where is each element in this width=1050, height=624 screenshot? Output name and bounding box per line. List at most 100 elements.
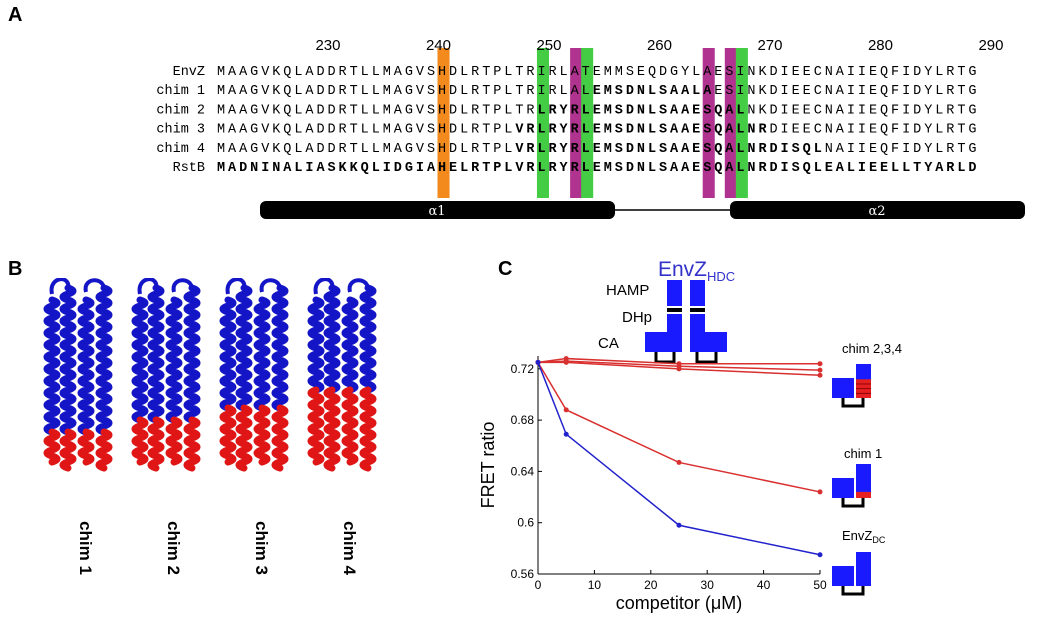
ruler-number: 250 [536,37,561,54]
helix-ribbon-red [131,416,149,466]
legend-chim1 [832,464,871,508]
helix-ribbon-red [95,428,113,472]
helix-ribbon-blue [43,296,61,436]
data-point [817,552,823,558]
linker-bracket [695,352,718,364]
helix-ribbon-blue [95,284,113,436]
structure-label: chim 4 [340,521,359,575]
x-tick-label: 40 [757,578,771,592]
sequence-alignment: 230 240 250 260 270 280 290 EnvZ M A A G V K Q L A D D R T L L… [156,37,1025,219]
highlight-column [437,48,450,198]
linker-bracket [841,586,865,596]
helix-alpha1-label: α1 [428,204,445,219]
dhp-domain [667,314,682,352]
ca-domain [832,478,854,498]
helix-ribbon-blue [219,296,237,412]
panel-label-a: A [8,4,23,26]
series-line-4 [537,362,821,493]
loop-top [347,278,371,295]
sequence-name: chim 3 [156,123,205,138]
helix-ribbon-red [271,404,289,472]
x-tick-label: 0 [535,578,542,592]
x-tick-label: 30 [701,578,715,592]
helix-ribbon-red [253,404,271,466]
structure-4: chim 4 [307,278,377,575]
y-tick-label: 0.72 [511,362,535,376]
sequence-name: chim 2 [156,103,205,118]
ca-domain [645,332,667,352]
linker-bracket [654,352,676,364]
data-point [817,367,823,373]
highlight-column [536,48,549,198]
legend-chim234 [832,364,871,408]
x-axis-label: competitor (μM) [616,593,742,613]
linker-bracket [841,498,865,508]
y-tick-label: 0.56 [511,567,535,581]
loop-top [259,278,283,295]
panel-label-b: B [8,258,23,280]
loop-top [225,278,247,295]
schematic-title: EnvZHDC [658,258,735,284]
legend-label-chim1: chim 1 [844,446,882,461]
ruler-number: 230 [315,37,340,54]
highlight-column [570,48,583,198]
loop-top [313,278,335,295]
series-line-3 [538,361,821,376]
ruler-number: 270 [757,37,782,54]
loop-top [171,278,195,295]
loop-top [83,278,107,295]
data-point [563,431,569,437]
helix-alpha1 [260,201,615,219]
helix-ribbon-blue [235,284,253,412]
dhp-domain [690,314,705,352]
legend-label-chim234: chim 2,3,4 [842,341,902,356]
series-line-1 [537,357,820,365]
ruler-number: 240 [426,37,451,54]
structure-label: chim 3 [252,521,271,575]
data-point [817,361,823,367]
data-point [676,459,682,465]
helix-ribbon-red [341,386,359,466]
structure-2: chim 2 [131,278,201,575]
helix-ribbon-blue [271,284,289,412]
data-point [817,372,823,378]
helix-ribbon-blue [183,284,201,424]
data-point [563,359,569,365]
legend-envzdc [832,552,871,596]
highlight-column [724,48,737,198]
legend-label-envzdc: EnvZDC [842,528,886,545]
helix-ribbon-red [43,428,61,466]
y-tick-label: 0.64 [511,464,535,478]
highlight-column [735,48,748,198]
panel-label-c: C [498,258,513,280]
ca-domain [832,378,854,398]
domain-label-hamp: HAMP [606,282,649,299]
data-point [535,359,541,365]
helix-ribbon-blue [359,284,377,394]
data-point [676,366,682,372]
highlight-column [702,48,715,198]
helix-alpha2 [730,201,1025,219]
data-point [563,407,569,413]
helix-ribbon-red [59,428,77,472]
helix-ribbon-blue [147,284,165,424]
ruler-number: 290 [978,37,1003,54]
helix-ribbon-red [359,386,377,472]
ca-domain [832,566,854,586]
y-tick-label: 0.68 [511,413,535,427]
data-point [817,489,823,495]
x-tick-label: 10 [588,578,602,592]
y-axis-label: FRET ratio [478,422,498,509]
sequence-name: RstB [173,161,205,176]
loop-top [49,278,71,295]
domain-label-dhp: DHp [622,309,652,326]
x-tick-label: 50 [813,578,827,592]
y-tick-label: 0.6 [517,516,534,530]
linker-bracket [841,398,865,408]
